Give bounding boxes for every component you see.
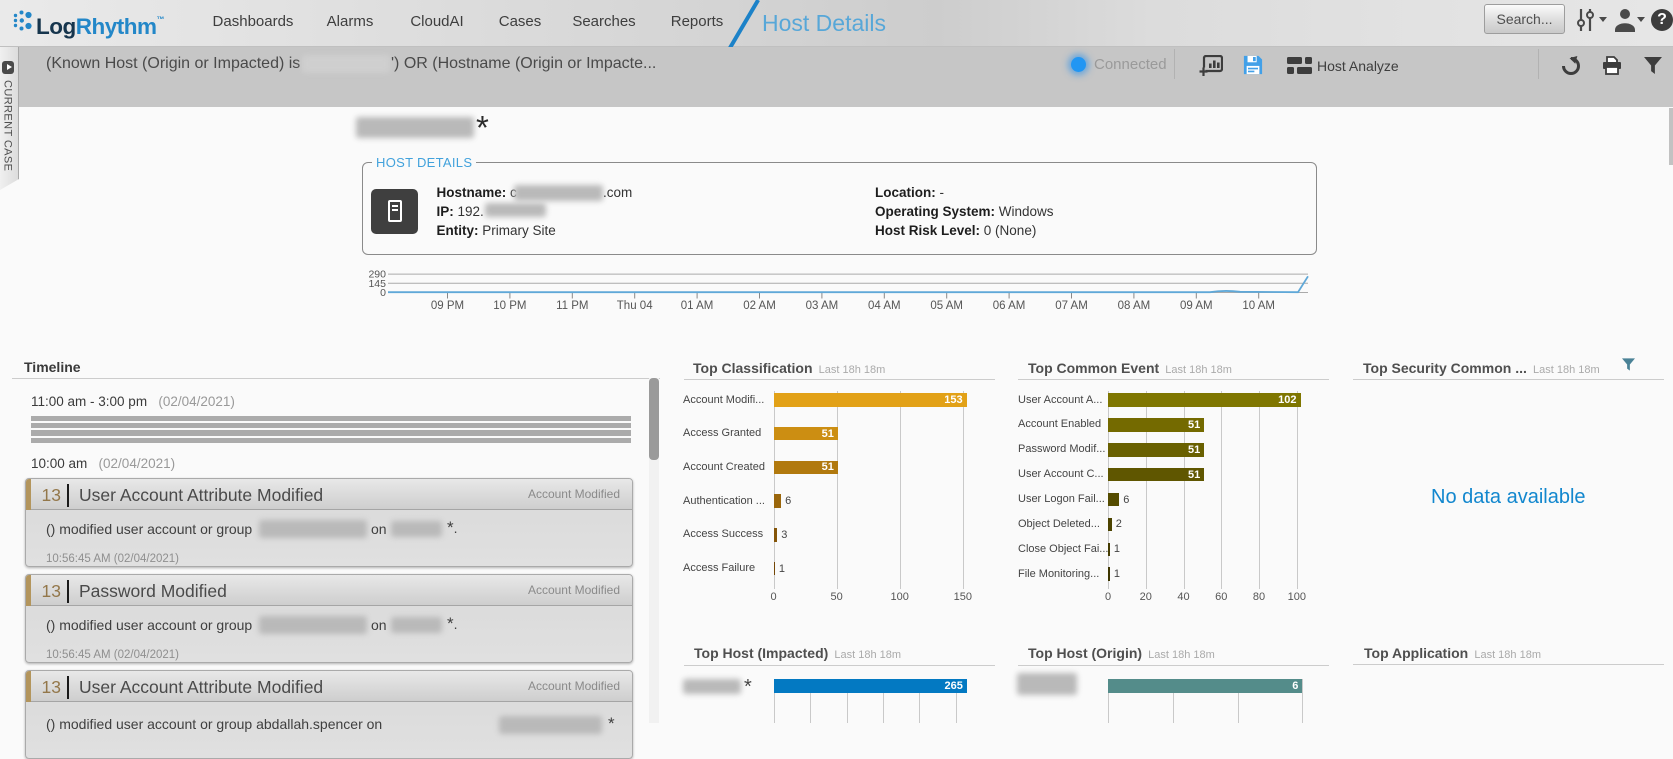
svg-text:11 PM: 11 PM bbox=[556, 300, 588, 312]
svg-text:09 AM: 09 AM bbox=[1180, 300, 1213, 312]
svg-text:145: 145 bbox=[368, 278, 386, 290]
svg-text:04 AM: 04 AM bbox=[868, 300, 901, 312]
svg-text:10 PM: 10 PM bbox=[493, 300, 526, 312]
svg-text:07 AM: 07 AM bbox=[1055, 300, 1088, 312]
svg-text:05 AM: 05 AM bbox=[930, 300, 963, 312]
svg-text:290: 290 bbox=[368, 269, 386, 281]
svg-text:09 PM: 09 PM bbox=[431, 300, 464, 312]
svg-text:10 AM: 10 AM bbox=[1242, 300, 1275, 312]
svg-text:03 AM: 03 AM bbox=[806, 300, 839, 312]
svg-text:02 AM: 02 AM bbox=[743, 300, 776, 312]
svg-text:06 AM: 06 AM bbox=[993, 300, 1026, 312]
svg-text:Thu 04: Thu 04 bbox=[617, 300, 653, 312]
svg-text:0: 0 bbox=[380, 287, 386, 299]
svg-text:08 AM: 08 AM bbox=[1118, 300, 1151, 312]
svg-text:01 AM: 01 AM bbox=[681, 300, 714, 312]
